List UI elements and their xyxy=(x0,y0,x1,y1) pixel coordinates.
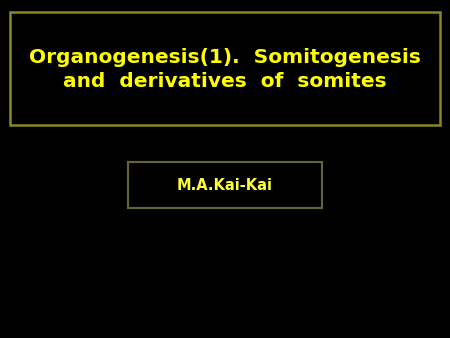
FancyBboxPatch shape xyxy=(10,12,440,125)
Text: Organogenesis(1).  Somitogenesis
and  derivatives  of  somites: Organogenesis(1). Somitogenesis and deri… xyxy=(29,48,421,91)
Text: M.A.Kai-Kai: M.A.Kai-Kai xyxy=(177,178,273,193)
FancyBboxPatch shape xyxy=(128,162,322,208)
